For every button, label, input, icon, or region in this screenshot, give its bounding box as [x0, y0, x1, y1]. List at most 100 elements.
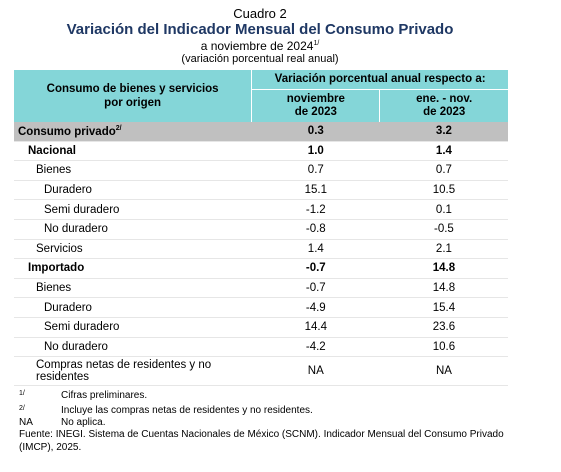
table-row: Importado -0.7 14.8	[14, 258, 508, 279]
cell-value: -0.8	[251, 219, 380, 240]
table-row: Compras netas de residentes y no residen…	[14, 356, 508, 387]
cell-value: 10.6	[379, 337, 508, 358]
row-label: No duradero	[14, 337, 252, 358]
table-row: Bienes 0.7 0.7	[14, 160, 508, 181]
cell-value: 1.4	[251, 239, 380, 260]
cell-value: 0.1	[379, 199, 508, 220]
table-row: Consumo privado2/0.3 3.2	[14, 122, 508, 142]
row-label-text: Nacional	[28, 144, 76, 157]
row-label-text: Duradero	[44, 184, 92, 197]
table-row: Nacional 1.0 1.4	[14, 141, 508, 162]
table-row: Duradero -4.9 15.4	[14, 297, 508, 318]
table-body: Consumo privado2/0.3 3.2 Nacional 1.0 1.4 Bie…	[14, 122, 508, 387]
subheader-row: noviembre de 2023 ene. - nov. de 2023	[14, 89, 508, 122]
cell-value: 3.2	[379, 122, 508, 142]
cell-value: -4.2	[251, 337, 380, 358]
cell-value: 15.1	[251, 180, 380, 201]
cell-value: 0.3	[251, 122, 380, 142]
footnote-ref: 1/	[313, 40, 320, 47]
footnote-text: No aplica.	[61, 417, 106, 428]
subtitle: a noviembre de 20241/	[0, 39, 520, 53]
data-table: Consumo de bienes y servicios por origen …	[14, 69, 508, 387]
cell-value: 1.0	[251, 141, 380, 162]
row-label: Semi duradero	[14, 199, 252, 220]
source: Fuente: INEGI. Sistema de Cuentas Nacion…	[19, 429, 504, 453]
row-label-text: No duradero	[44, 340, 108, 353]
table-row: Bienes -0.7 14.8	[14, 278, 508, 299]
row-label: Nacional	[14, 141, 252, 162]
footnote-ref: 2/	[115, 124, 122, 132]
footnote: 2/Incluye las compras netas de residente…	[19, 403, 313, 418]
cell-value: 15.4	[379, 297, 508, 318]
column-header: ene. - nov. de 2023	[379, 89, 508, 122]
footnotes: 1/Cifras preliminares. 2/Incluye las comp…	[19, 388, 313, 430]
row-label: Bienes	[14, 160, 252, 181]
cell-value: 14.8	[379, 258, 508, 279]
row-label: Servicios	[14, 239, 252, 260]
footnote-mark: NA	[19, 417, 33, 428]
header-line: Consumo de bienes y servicios	[46, 83, 219, 95]
cell-value: 14.8	[379, 278, 508, 299]
cell-value: -4.9	[251, 297, 380, 318]
footnote-text: Cifras preliminares.	[61, 390, 148, 401]
row-label-text: Compras netas de residentes y no residen…	[36, 359, 212, 384]
row-label: Semi duradero	[14, 317, 252, 338]
header-line: de 2023	[294, 105, 337, 118]
row-label-text: Duradero	[44, 301, 92, 314]
table-number: Cuadro 2	[233, 6, 287, 21]
row-label-text: Bienes	[36, 282, 72, 295]
cell-value: 14.4	[251, 317, 380, 338]
row-label-text: Semi duradero	[44, 203, 120, 216]
label-header: Consumo de bienes y servicios por origen	[14, 69, 252, 122]
title: Variación del Indicador Mensual del Cons…	[66, 21, 454, 38]
subtitle-note: (variación porcentual real anual)	[181, 53, 339, 65]
footnote-text: Incluye las compras netas de residentes …	[61, 404, 313, 416]
header-line: ene. - nov.	[416, 92, 473, 105]
row-label: Duradero	[14, 180, 252, 201]
cell-value: 1.4	[379, 141, 508, 162]
row-label-text: Consumo privado	[18, 125, 116, 138]
header-row: Consumo de bienes y servicios por origen …	[14, 69, 508, 122]
column-header: noviembre de 2023	[251, 89, 380, 122]
cell-value: 10.5	[379, 180, 508, 201]
cell-value: -0.7	[251, 278, 380, 299]
header-line: de 2023	[423, 105, 466, 118]
row-label-text: Bienes	[36, 164, 72, 177]
footnote-mark: 2/	[19, 404, 25, 412]
table-row: Servicios 1.4 2.1	[14, 239, 508, 260]
row-label-text: No duradero	[44, 223, 108, 236]
row-label: Bienes	[14, 278, 252, 299]
cell-value: NA	[251, 356, 380, 387]
subtitle-text: a noviembre de 2024	[200, 39, 314, 53]
cell-value: -1.2	[251, 199, 380, 220]
header-line: noviembre	[286, 92, 345, 105]
table-row: Semi duradero 14.4 23.6	[14, 317, 508, 338]
header-line: por origen	[104, 97, 162, 109]
row-label: Duradero	[14, 297, 252, 318]
footnote: 1/Cifras preliminares.	[19, 388, 313, 403]
table-row: Duradero 15.1 10.5	[14, 180, 508, 201]
row-label: Importado	[14, 258, 252, 279]
cell-value: 0.7	[379, 160, 508, 181]
row-label-text: Servicios	[36, 242, 83, 255]
footnote: NA No aplica.	[19, 417, 313, 430]
row-label-text: Importado	[28, 262, 85, 275]
footnote-mark: 1/	[19, 390, 25, 397]
table-head: Consumo de bienes y servicios por origen …	[14, 69, 508, 122]
cell-value: 2.1	[379, 239, 508, 260]
cell-value: -0.5	[379, 219, 508, 240]
row-label: Compras netas de residentes y no residen…	[14, 356, 252, 387]
cell-value: NA	[379, 356, 508, 387]
table-row: No duradero -0.8 -0.5	[14, 219, 508, 240]
row-label: No duradero	[14, 219, 252, 240]
row-label: Consumo privado2/	[14, 122, 252, 142]
table-row: Semi duradero -1.2 0.1	[14, 199, 508, 220]
row-label-text: Semi duradero	[44, 321, 120, 334]
cell-value: 23.6	[379, 317, 508, 338]
cell-value: -0.7	[251, 258, 380, 279]
cell-value: 0.7	[251, 160, 380, 181]
group-header: Variación porcentual anual respecto a:	[251, 69, 508, 90]
table-row: No duradero -4.2 10.6	[14, 337, 508, 358]
